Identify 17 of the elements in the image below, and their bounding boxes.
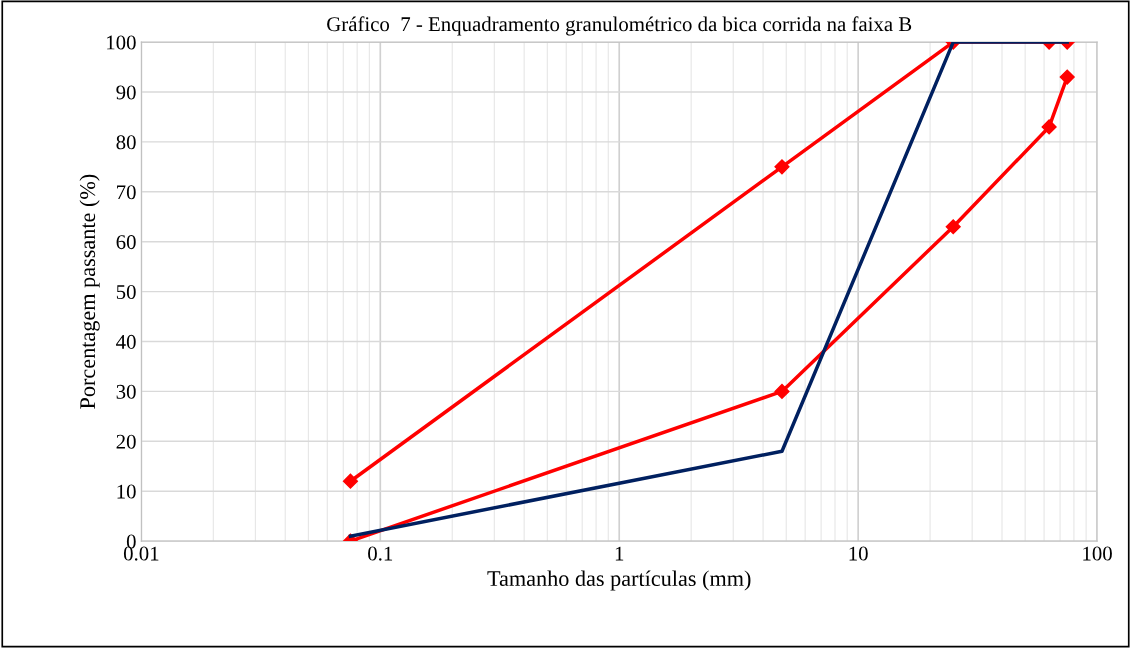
x-tick-label: 1 bbox=[615, 546, 624, 561]
y-tick-label: 90 bbox=[116, 85, 136, 100]
y-tick-label: 50 bbox=[116, 284, 136, 300]
x-axis-title: Tamanho das partículas (mm) bbox=[487, 570, 751, 591]
y-tick-label: 70 bbox=[117, 185, 136, 200]
y-tick-label: 20 bbox=[116, 434, 136, 449]
x-tick-label: 10 bbox=[849, 546, 868, 561]
x-tick-label: 100 bbox=[1083, 546, 1112, 561]
y-tick-label: 100 bbox=[107, 35, 136, 50]
y-tick-label: 40 bbox=[116, 334, 136, 349]
chart-title: Gráfico 7 - Enquadramento granulométrico da bica corrida na faixa B bbox=[327, 16, 912, 36]
y-tick-label: 30 bbox=[116, 384, 136, 399]
x-tick-label: 0.1 bbox=[368, 546, 393, 561]
y-axis-title: Porcentagem passante (%) bbox=[79, 174, 100, 409]
y-tick-label: 80 bbox=[116, 135, 136, 150]
y-tick-label: 10 bbox=[117, 484, 136, 499]
y-tick-label: 60 bbox=[116, 235, 136, 250]
